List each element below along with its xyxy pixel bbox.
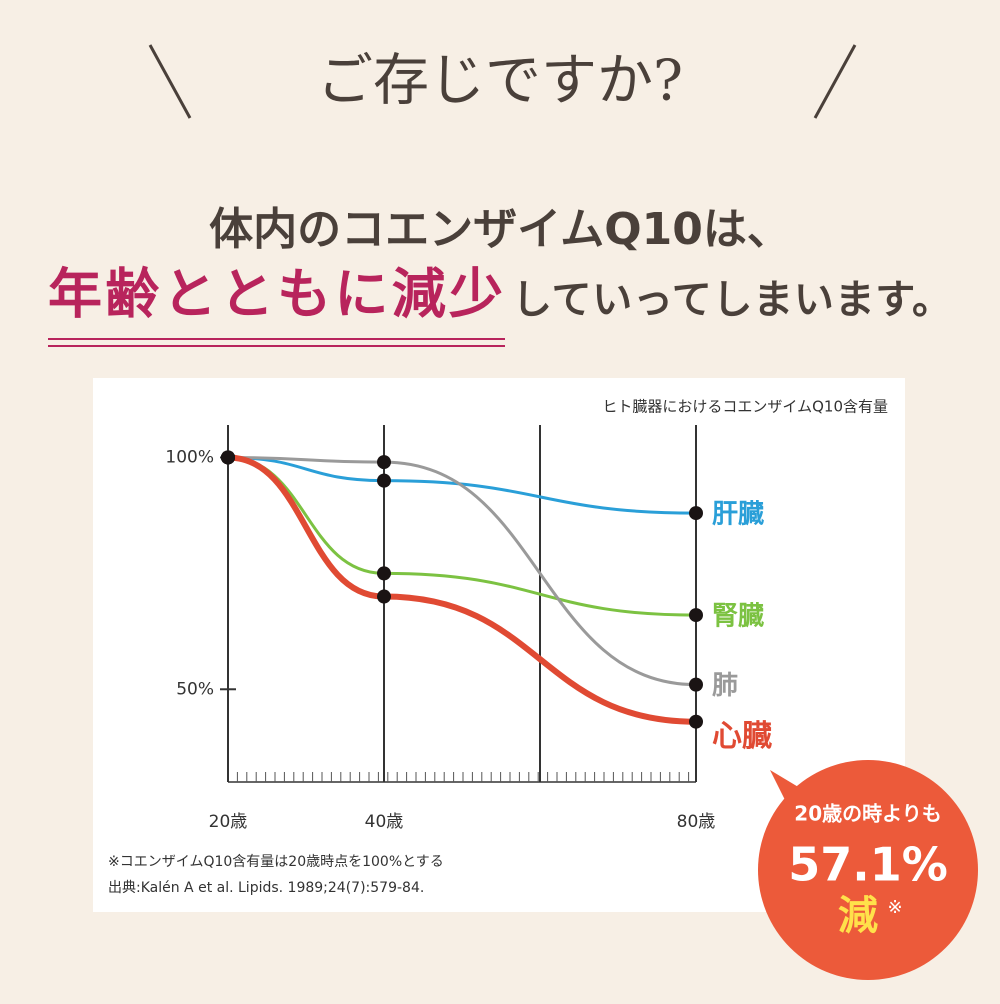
badge-mark: ※ — [887, 897, 902, 918]
decor-slash — [148, 44, 192, 119]
point — [221, 450, 235, 465]
point — [377, 589, 391, 604]
series-line — [227, 454, 697, 725]
note: ※コエンザイムQ10含有量は20歳時点を100%とする — [108, 854, 444, 870]
x-tick-label: 20歳 — [209, 812, 248, 832]
decor-slash — [813, 44, 857, 119]
point — [689, 714, 703, 729]
badge-text: 減 — [838, 893, 878, 939]
series-label: 腎臓 — [712, 602, 764, 632]
point — [689, 608, 703, 623]
point — [377, 473, 391, 488]
series-line — [227, 455, 697, 687]
source: 出典:Kalén A et al. Lipids. 1989;24(7):579… — [108, 880, 424, 896]
point — [689, 677, 703, 692]
series-label: 肺 — [712, 671, 738, 701]
point — [377, 566, 391, 581]
point — [689, 506, 703, 521]
chart-title: ヒト臓器におけるコエンザイムQ10含有量 — [602, 398, 888, 416]
title: ご存じですか? — [317, 49, 683, 114]
badge-value: 57.1% — [788, 838, 948, 892]
headline: していってしまいます。 — [512, 277, 952, 323]
series-line — [227, 455, 697, 515]
x-tick-label: 80歳 — [677, 812, 716, 832]
series-label: 肝臓 — [712, 500, 764, 530]
badge — [758, 760, 978, 980]
y-tick-label: 50% — [176, 679, 214, 699]
badge-text: 20歳の時よりも — [794, 802, 941, 826]
y-tick-label: 100% — [165, 447, 214, 467]
headline: 体内のコエンザイムQ10は、 — [209, 204, 791, 255]
series-label: 心臓 — [712, 719, 772, 754]
point — [377, 455, 391, 470]
x-tick-label: 40歳 — [365, 812, 404, 832]
